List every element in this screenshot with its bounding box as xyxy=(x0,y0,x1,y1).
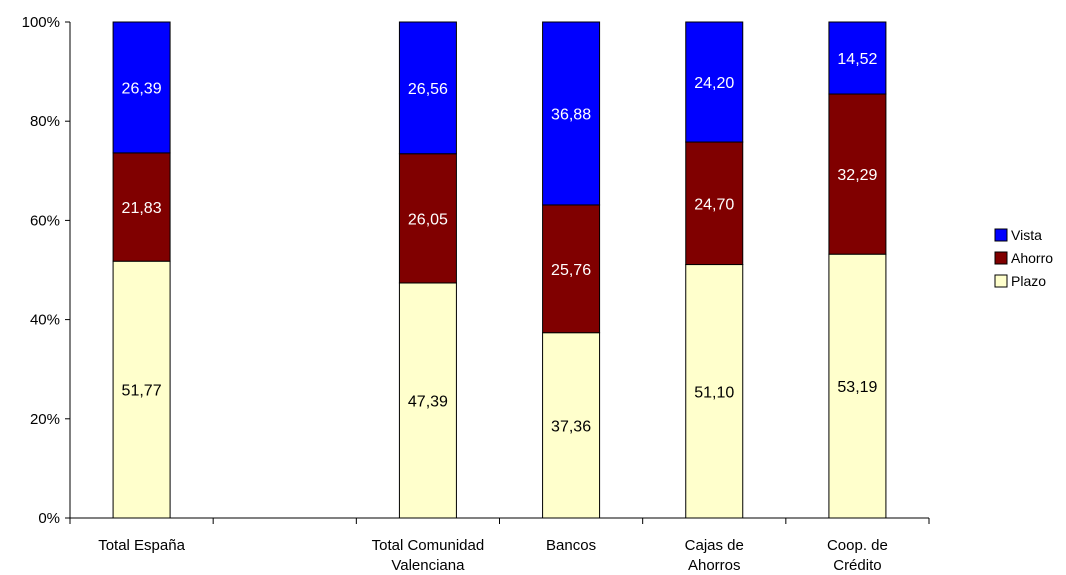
bar-segment-vista-5 xyxy=(828,21,887,95)
bar-segment-vista-3 xyxy=(542,21,601,206)
y-tick-label-4: 80% xyxy=(30,113,60,130)
bar-segment-ahorro-0 xyxy=(112,152,171,262)
bar-segment-plazo-0 xyxy=(112,260,171,519)
y-tick-label-5: 100% xyxy=(22,14,60,31)
data-label-vista-0: 26,39 xyxy=(122,80,162,97)
bar-segment-plazo-2 xyxy=(398,282,457,519)
data-label-ahorro-0: 21,83 xyxy=(122,200,162,217)
legend-label-ahorro: Ahorro xyxy=(1011,250,1053,266)
data-label-plazo-0: 51,77 xyxy=(122,383,162,400)
x-category-label-5-line0: Coop. de xyxy=(827,537,888,554)
x-category-label-4-line1: Ahorros xyxy=(688,557,741,574)
data-label-plazo-4: 51,10 xyxy=(694,384,734,401)
data-label-vista-5: 14,52 xyxy=(837,51,877,68)
axes-group: 0% 20% 40% 60% 80% 100% Total España Total Comu… xyxy=(22,14,930,574)
bar-segment-vista-4 xyxy=(685,21,744,143)
data-label-ahorro-3: 25,76 xyxy=(551,262,591,279)
y-tick-label-2: 40% xyxy=(30,312,60,329)
x-category-label-5-line1: Crédito xyxy=(833,557,881,574)
data-label-vista-2: 26,56 xyxy=(408,81,448,98)
x-category-label-2-line0: Total Comunidad xyxy=(372,537,485,554)
bar-segment-plazo-4 xyxy=(685,264,744,519)
x-category-label-0: Total España xyxy=(98,537,185,554)
bar-segment-ahorro-2 xyxy=(398,153,457,284)
legend-label-vista: Vista xyxy=(1011,227,1042,243)
bar-segment-ahorro-3 xyxy=(542,204,601,334)
data-label-ahorro-5: 32,29 xyxy=(837,167,877,184)
bar-segment-vista-2 xyxy=(398,21,457,155)
legend-swatch-plazo xyxy=(994,274,1008,288)
x-category-label-3: Bancos xyxy=(546,537,596,554)
bar-segment-plazo-5 xyxy=(828,253,887,519)
data-label-vista-4: 24,20 xyxy=(694,75,734,92)
bar-segment-vista-0 xyxy=(112,21,171,154)
y-tick-label-1: 20% xyxy=(30,411,60,428)
legend-swatch-ahorro xyxy=(994,251,1008,265)
data-label-ahorro-4: 24,70 xyxy=(694,196,734,213)
data-label-vista-3: 36,88 xyxy=(551,106,591,123)
x-category-label-2-line1: Valenciana xyxy=(391,557,465,574)
legend-label-plazo: Plazo xyxy=(1011,273,1046,289)
data-labels-group: 51,77 21,83 26,39 47,39 26,05 26,56 37,36 25,76… xyxy=(122,51,878,435)
data-label-plazo-2: 47,39 xyxy=(408,393,448,410)
data-label-plazo-3: 37,36 xyxy=(551,418,591,435)
x-category-label-4-line0: Cajas de xyxy=(685,537,744,554)
data-label-plazo-5: 53,19 xyxy=(837,379,877,396)
bars-group xyxy=(112,21,887,519)
y-tick-label-3: 60% xyxy=(30,212,60,229)
y-tick-label-0: 0% xyxy=(38,510,60,527)
legend: Vista Ahorro Plazo xyxy=(991,220,1066,293)
data-label-ahorro-2: 26,05 xyxy=(408,211,448,228)
legend-swatch-vista xyxy=(994,228,1008,242)
bar-segment-ahorro-4 xyxy=(685,141,744,266)
